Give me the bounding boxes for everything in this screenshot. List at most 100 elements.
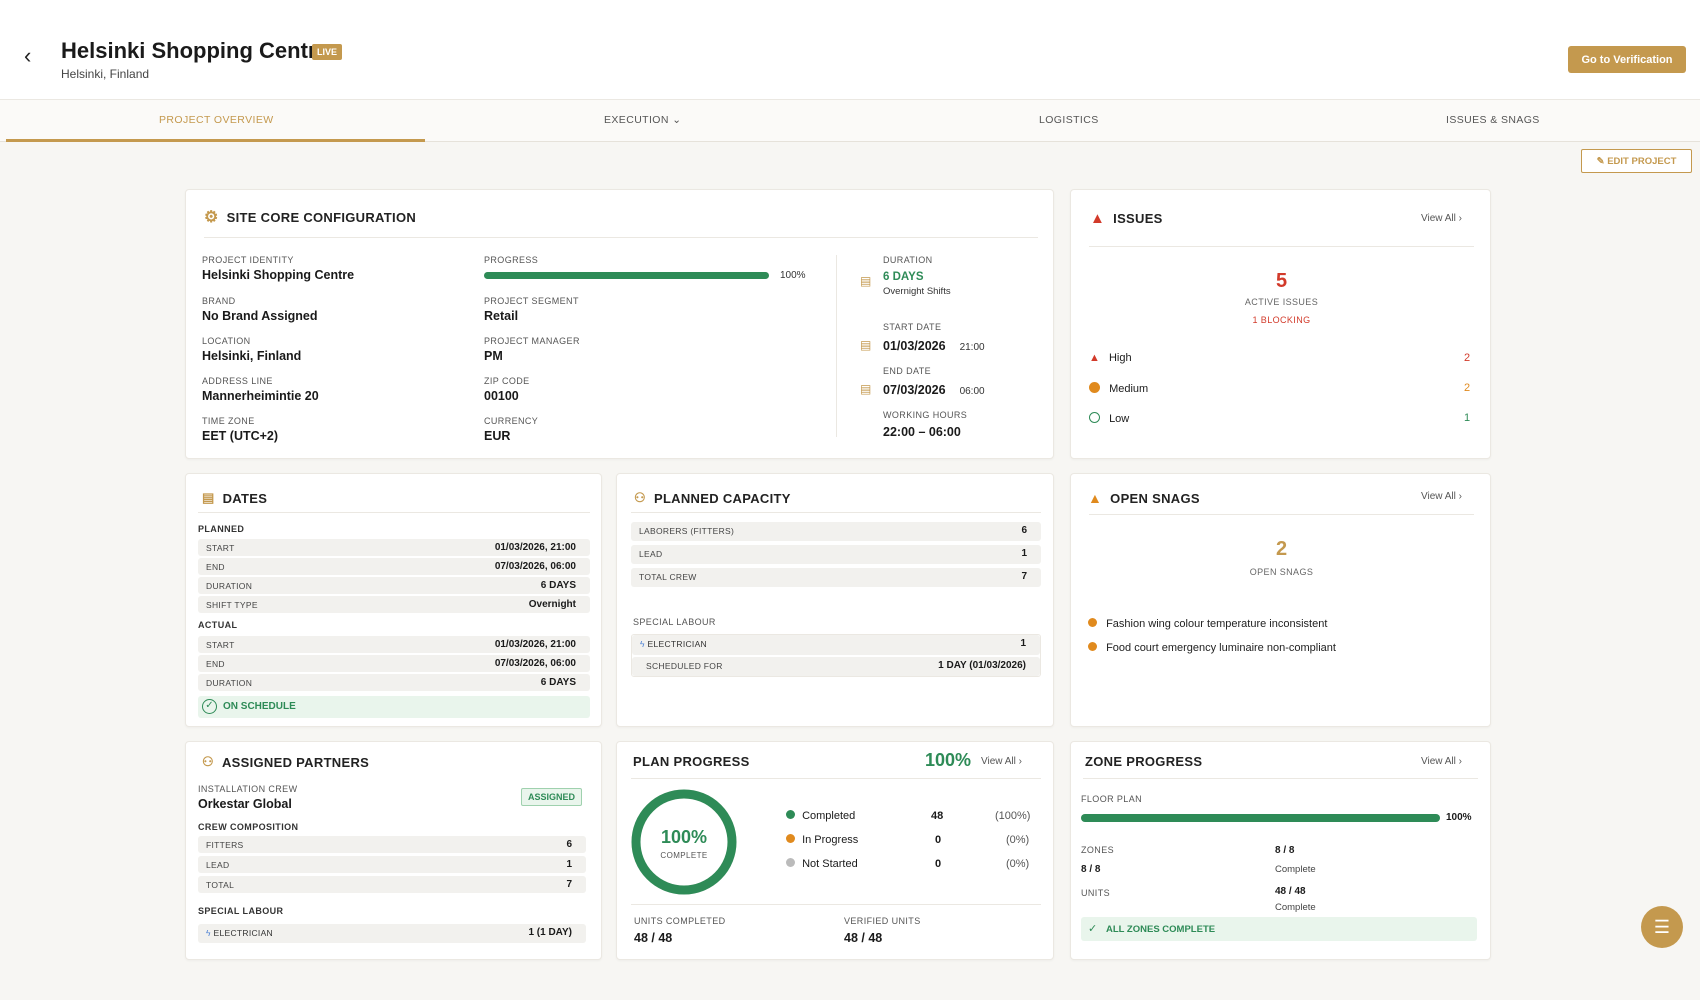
info-circle-icon <box>1089 412 1100 423</box>
severity-medium-row[interactable]: Medium <box>1089 382 1148 395</box>
legend-count: 0 <box>935 858 942 870</box>
row-value: 1 <box>1021 548 1027 559</box>
snag-item[interactable]: Food court emergency luminaire non-compl… <box>1088 642 1336 654</box>
electrician-label: ELECTRICIAN <box>213 928 273 938</box>
open-snags-count: 2 <box>1275 538 1288 560</box>
partners-title: ASSIGNED PARTNERS <box>221 754 370 770</box>
working-hours-label: WORKING HOURS <box>883 410 968 420</box>
vertical-divider <box>836 255 837 437</box>
field-value: EET (UTC+2) <box>202 429 279 443</box>
live-badge: LIVE <box>312 44 343 60</box>
location-field: LOCATION Helsinki, Finland <box>202 336 301 363</box>
blocking-count: 1 BLOCKING <box>1252 315 1311 325</box>
page-title: Helsinki Shopping Centre <box>61 38 329 63</box>
row-key: LEAD <box>206 860 230 870</box>
severity-high-row[interactable]: ▲ High <box>1089 352 1132 364</box>
row-key: END <box>206 562 225 572</box>
row-key: FITTERS <box>206 840 244 850</box>
progress-field: PROGRESS <box>484 255 538 265</box>
tab-logistics[interactable]: LOGISTICS <box>1039 114 1099 126</box>
dates-title: DATES <box>222 490 268 506</box>
issues-view-all-link[interactable]: View All › <box>1421 213 1462 224</box>
back-icon[interactable]: ‹ <box>24 43 32 68</box>
tab-project-overview[interactable]: PROJECT OVERVIEW <box>159 114 274 126</box>
row-key: LEAD <box>639 549 663 559</box>
check-circle-icon: ✓ <box>202 699 217 714</box>
working-hours-value: 22:00 – 06:00 <box>883 425 961 439</box>
actual-duration-row: DURATION 6 DAYS <box>198 674 590 691</box>
progress-value: 100% <box>780 270 806 281</box>
end-time-value: 06:00 <box>959 386 985 397</box>
users-icon: ⚇ <box>202 754 214 769</box>
tab-issues-snags[interactable]: ISSUES & SNAGS <box>1446 114 1540 126</box>
open-snags-card: ▲ OPEN SNAGS View All › 2 OPEN SNAGS Fas… <box>1070 473 1491 727</box>
view-all-label: View All <box>981 756 1016 767</box>
ring-value: 100% <box>660 827 708 847</box>
zones-right-value: 8 / 8 <box>1275 845 1295 856</box>
plan-view-all-link[interactable]: View All › <box>981 756 1022 767</box>
dot-icon <box>786 858 795 867</box>
severity-count: 2 <box>1464 352 1471 364</box>
address-field: ADDRESS LINE Mannerheimintie 20 <box>202 376 319 403</box>
progress-bar <box>484 272 769 279</box>
row-value: 6 DAYS <box>540 677 576 688</box>
issues-title: ISSUES <box>1113 211 1163 226</box>
chevron-right-icon: › <box>1458 213 1462 224</box>
divider <box>1089 246 1474 247</box>
end-date-value: 07/03/2026 <box>883 383 946 397</box>
row-key: START <box>206 640 235 650</box>
snags-view-all-link[interactable]: View All › <box>1421 491 1462 502</box>
row-value: Overnight <box>528 599 576 610</box>
check-icon: ✓ <box>1088 923 1098 935</box>
field-value: Helsinki Shopping Centre <box>202 268 355 282</box>
field-label: PROJECT IDENTITY <box>202 255 294 265</box>
lead-row: LEAD 1 <box>631 545 1041 564</box>
zone-view-all-link[interactable]: View All › <box>1421 756 1462 767</box>
snags-title: OPEN SNAGS <box>1110 490 1200 506</box>
start-date-label: START DATE <box>883 322 942 332</box>
row-value: 6 DAYS <box>540 580 576 591</box>
snag-text: Fashion wing colour temperature inconsis… <box>1106 618 1328 630</box>
row-value: 6 <box>566 839 572 850</box>
duration-label: DURATION <box>883 255 933 265</box>
severity-count: 2 <box>1464 382 1471 394</box>
go-to-verification-button[interactable]: Go to Verification <box>1568 46 1686 73</box>
total-row: TOTAL 7 <box>198 876 586 893</box>
snag-item[interactable]: Fashion wing colour temperature inconsis… <box>1088 618 1327 630</box>
tab-execution-label: EXECUTION <box>604 114 669 126</box>
special-labour-box: ϟ ELECTRICIAN 1 SCHEDULED FOR 1 DAY (01/0… <box>631 634 1041 677</box>
severity-low-row[interactable]: Low <box>1089 412 1129 425</box>
field-label: PROJECT SEGMENT <box>484 296 579 306</box>
view-all-label: View All <box>1421 756 1456 767</box>
page-subtitle: Helsinki, Finland <box>61 67 150 81</box>
planned-capacity-card: ⚇ PLANNED CAPACITY LABORERS (FITTERS) 6 L… <box>616 473 1054 727</box>
field-value: Mannerheimintie 20 <box>202 389 319 403</box>
time-zone-field: TIME ZONE EET (UTC+2) <box>202 416 278 443</box>
zip-field: ZIP CODE 00100 <box>484 376 530 403</box>
electrician-row: ϟ ELECTRICIAN 1 (1 DAY) <box>198 924 586 943</box>
field-label: CURRENCY <box>484 416 539 426</box>
issues-header: ▲ ISSUES <box>1090 210 1163 227</box>
alert-circle-icon <box>1089 382 1100 393</box>
severity-count: 1 <box>1464 412 1471 424</box>
warning-icon: ▲ <box>1088 490 1103 506</box>
tab-execution[interactable]: EXECUTION ⌄ <box>604 114 681 126</box>
duration-value: 6 DAYS <box>883 271 924 283</box>
field-label: BRAND <box>202 296 236 306</box>
partners-header: ⚇ ASSIGNED PARTNERS <box>202 754 369 770</box>
lightning-icon: ϟ <box>640 639 645 649</box>
planned-end-row: END 07/03/2026, 06:00 <box>198 558 590 575</box>
progress-ring-arc <box>631 789 737 895</box>
calendar-icon: ▤ <box>860 274 872 288</box>
start-date-block: START DATE 01/03/2026 21:00 <box>883 322 985 355</box>
units-right-value: 48 / 48 <box>1275 886 1306 897</box>
row-value: 7 <box>566 879 572 890</box>
row-key: DURATION <box>206 678 253 688</box>
divider <box>1089 514 1474 515</box>
edit-project-button[interactable]: ✎ EDIT PROJECT <box>1581 149 1692 173</box>
floor-plan-value: 100% <box>1446 812 1472 823</box>
chat-button[interactable]: ☰ <box>1641 906 1683 948</box>
units-completed-value: 48 / 48 <box>634 931 673 945</box>
divider <box>631 904 1041 905</box>
legend-pct: (0%) <box>1006 834 1030 846</box>
